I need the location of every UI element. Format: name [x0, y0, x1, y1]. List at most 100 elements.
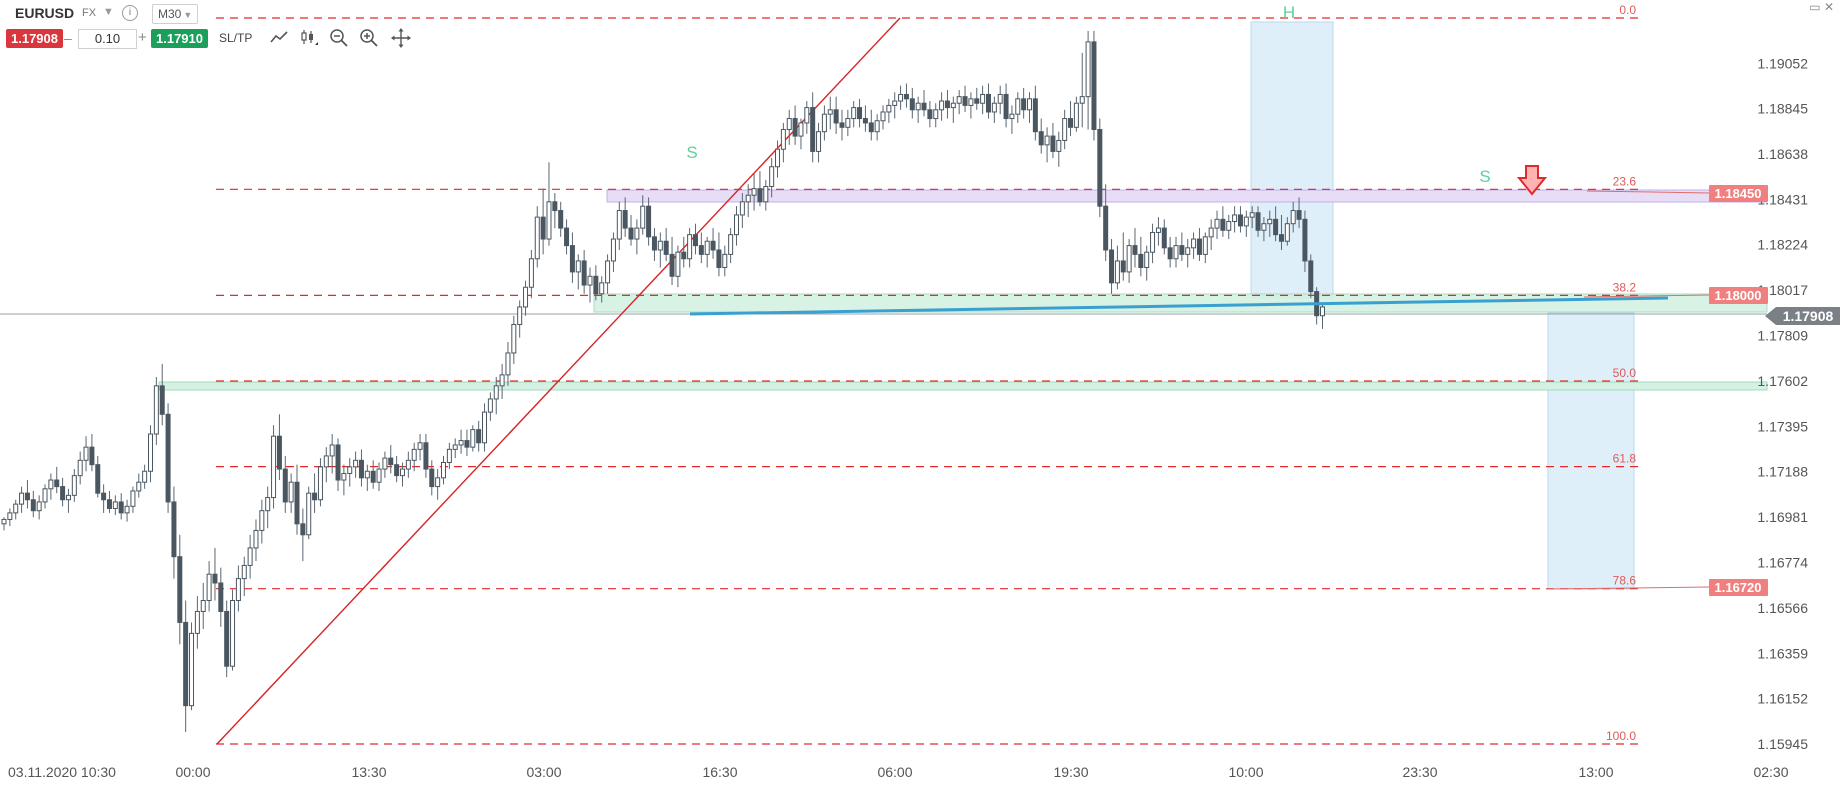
x-axis-tick-label: 13:00 — [1578, 764, 1613, 780]
volume-decrease-button[interactable]: – — [64, 30, 72, 46]
candle-bear — [30, 499, 36, 512]
candle-bear — [839, 122, 845, 128]
symbol-label[interactable]: EURUSD — [15, 5, 75, 21]
zoom-in-icon[interactable] — [358, 27, 380, 49]
candle-bull — [745, 194, 751, 203]
candle-bear — [944, 100, 950, 109]
candle-bear — [663, 240, 669, 255]
candle-bull — [892, 100, 898, 106]
volume-input[interactable]: 0.10 — [78, 29, 137, 49]
candle-bull — [1185, 247, 1191, 255]
candle-bear — [60, 486, 66, 501]
info-icon[interactable]: i — [122, 5, 138, 21]
symbol-dropdown-icon[interactable]: ▼ — [103, 6, 114, 18]
candle-bull — [487, 398, 493, 413]
pattern-label: S — [1479, 167, 1490, 186]
candle-bull — [112, 501, 118, 509]
candle-bear — [224, 610, 230, 667]
candle-bull — [235, 578, 241, 602]
chart-type-icon[interactable] — [298, 27, 320, 49]
y-axis-tick-label: 1.17395 — [1757, 418, 1808, 434]
candle-bull — [1126, 245, 1132, 273]
y-axis-tick-label: 1.18017 — [1757, 282, 1808, 298]
candle-bull — [493, 385, 499, 400]
level-connector-line — [1545, 586, 1711, 590]
candle-bear — [300, 523, 306, 536]
candle-bear — [681, 251, 687, 260]
fib-anchor-line — [216, 17, 901, 745]
timeframe-value: M30 — [158, 7, 182, 21]
candle-bull — [780, 129, 786, 150]
candle-bear — [476, 429, 482, 444]
level-price-badge — [1709, 287, 1768, 304]
sell-button[interactable]: 1.17908 — [6, 29, 63, 48]
candle-bear — [1255, 212, 1261, 231]
minimize-icon[interactable]: ▭ — [1809, 0, 1821, 14]
candle-bear — [1109, 249, 1115, 284]
candle-bear — [646, 205, 652, 238]
buy-button[interactable]: 1.17910 — [151, 29, 208, 48]
candle-bull — [1144, 251, 1150, 269]
candle-bear — [159, 385, 165, 415]
candle-bear — [593, 275, 599, 295]
candle-bull — [1009, 113, 1015, 120]
candle-bull — [1191, 238, 1197, 249]
candle-bull — [376, 468, 382, 483]
candle-bear — [294, 481, 300, 525]
candle-bear — [1132, 245, 1138, 255]
candle-bear — [710, 240, 716, 251]
candle-bear — [628, 227, 634, 240]
candle-bull — [739, 201, 745, 216]
candle-bear — [1003, 93, 1009, 120]
candle-bull — [230, 600, 236, 667]
candle-bear — [394, 464, 400, 477]
candle-bear — [540, 216, 546, 240]
timeframe-select[interactable]: M30 ▼ — [152, 4, 199, 24]
candle-bear — [358, 459, 364, 479]
move-icon[interactable] — [390, 27, 412, 49]
candle-bull — [728, 234, 734, 255]
candle-bull — [575, 260, 581, 273]
candle-bear — [335, 444, 341, 481]
candle-bear — [95, 464, 101, 494]
volume-increase-button[interactable]: + — [138, 29, 147, 46]
candle-bull — [704, 240, 710, 255]
fib-level-label: 38.2 — [1613, 280, 1637, 294]
candle-bull — [153, 385, 159, 435]
candle-bull — [786, 118, 792, 131]
candle-bear — [1021, 98, 1027, 111]
line-draw-icon[interactable] — [268, 27, 290, 49]
current-price-badge-label: 1.17908 — [1783, 308, 1834, 324]
candle-bull — [435, 477, 441, 488]
candle-bear — [757, 188, 763, 203]
level-price-badge-label: 1.18450 — [1715, 186, 1762, 201]
zoom-out-icon[interactable] — [328, 27, 350, 49]
candle-bear — [558, 210, 564, 229]
candle-bull — [306, 492, 312, 536]
candle-bull — [769, 166, 775, 187]
candle-bear — [909, 98, 915, 111]
candle-bear — [564, 227, 570, 247]
candle-bull — [1015, 98, 1021, 115]
candle-bull — [798, 122, 804, 137]
candle-bull — [417, 442, 423, 450]
candle-bear — [101, 492, 107, 501]
level-connector-line — [1586, 190, 1711, 194]
candle-bear — [1068, 118, 1074, 128]
candle-bull — [997, 93, 1003, 104]
x-axis-tick-label: 16:30 — [702, 764, 737, 780]
close-icon[interactable]: ✕ — [1823, 0, 1834, 14]
candle-bull — [148, 433, 153, 472]
candle-bull — [364, 470, 370, 479]
candle-bull — [950, 102, 956, 109]
candle-bear — [1091, 41, 1097, 131]
support-zone-box — [158, 381, 1768, 391]
candle-bull — [1085, 41, 1091, 98]
sltp-button[interactable]: SL/TP — [219, 31, 253, 45]
candle-bull — [751, 188, 757, 196]
candle-bull — [1243, 216, 1249, 227]
candle-bear — [183, 621, 189, 707]
candle-bear — [388, 457, 394, 466]
candle-bear — [792, 118, 798, 137]
